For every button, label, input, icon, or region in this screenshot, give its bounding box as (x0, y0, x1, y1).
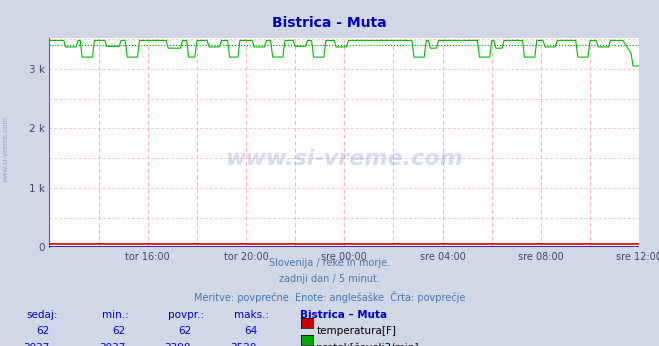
Text: 3520: 3520 (231, 343, 257, 346)
Text: 3398: 3398 (165, 343, 191, 346)
Text: pretok[čevelj3/min]: pretok[čevelj3/min] (316, 343, 419, 346)
Text: sedaj:: sedaj: (26, 310, 58, 320)
Text: 62: 62 (178, 326, 191, 336)
Text: zadnji dan / 5 minut.: zadnji dan / 5 minut. (279, 274, 380, 284)
Text: www.si-vreme.com: www.si-vreme.com (2, 116, 9, 182)
Text: 3037: 3037 (23, 343, 49, 346)
Text: 3037: 3037 (99, 343, 125, 346)
Text: 62: 62 (36, 326, 49, 336)
Text: maks.:: maks.: (234, 310, 269, 320)
Text: www.si-vreme.com: www.si-vreme.com (225, 149, 463, 170)
Text: Bistrica - Muta: Bistrica - Muta (272, 16, 387, 29)
Text: Bistrica – Muta: Bistrica – Muta (300, 310, 387, 320)
Text: min.:: min.: (102, 310, 129, 320)
Text: 62: 62 (112, 326, 125, 336)
Text: Meritve: povprečne  Enote: anglešaške  Črta: povprečje: Meritve: povprečne Enote: anglešaške Črt… (194, 291, 465, 303)
Text: povpr.:: povpr.: (168, 310, 204, 320)
Text: Slovenija / reke in morje.: Slovenija / reke in morje. (269, 258, 390, 268)
Text: temperatura[F]: temperatura[F] (316, 326, 396, 336)
Text: 64: 64 (244, 326, 257, 336)
